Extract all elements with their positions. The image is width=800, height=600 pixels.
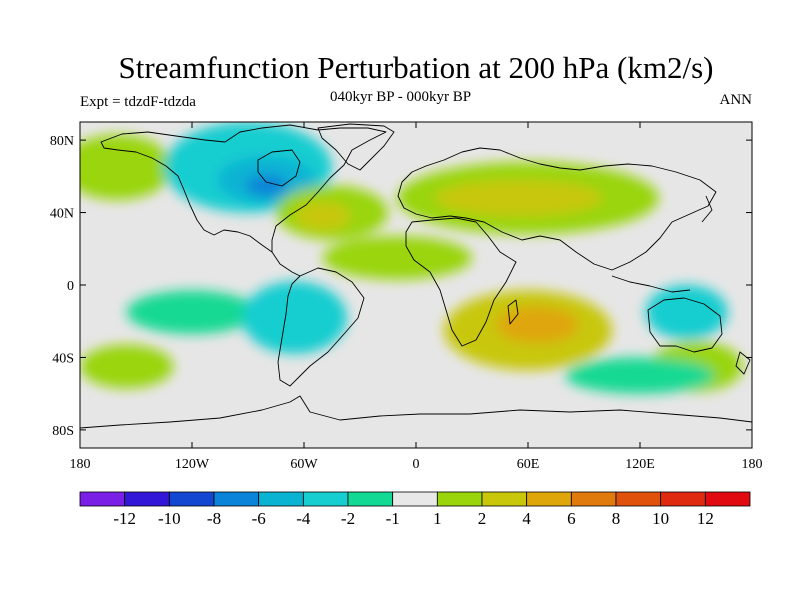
colorbar-label: -6 xyxy=(252,509,266,528)
x-tick-label: 120E xyxy=(625,457,655,472)
colorbar-label: -12 xyxy=(113,509,136,528)
y-tick-label: 40S xyxy=(52,351,74,366)
contour-north-america-center xyxy=(246,174,288,197)
y-tick-label: 40N xyxy=(50,207,74,222)
contour-s-ocean-low xyxy=(565,357,715,394)
colorbar-swatch xyxy=(79,491,126,507)
coastline-antarctica xyxy=(80,395,752,429)
x-tick-label: 180 xyxy=(742,457,763,472)
colorbar-swatch xyxy=(213,491,260,507)
colorbar-label: -8 xyxy=(207,509,221,528)
x-tick-label: 120W xyxy=(175,457,210,472)
contour-n-pacific-green xyxy=(80,134,174,200)
colorbar-swatch xyxy=(526,491,572,507)
colorbar-swatch xyxy=(168,491,215,507)
x-tick-label: 0 xyxy=(413,457,420,472)
colorbar-swatch xyxy=(570,491,617,507)
contour-s-ocean-high-east xyxy=(80,344,174,389)
y-tick-label: 80N xyxy=(50,134,74,149)
contour-n-atlantic-high-core xyxy=(294,201,351,231)
season-label: ANN xyxy=(719,92,753,108)
x-tick-label: 60E xyxy=(517,457,540,472)
colorbar-swatch xyxy=(392,491,438,507)
coastline-north-america xyxy=(100,124,387,253)
map-area xyxy=(80,122,752,448)
colorbar-swatch xyxy=(436,491,483,507)
colorbar-swatch xyxy=(347,491,394,507)
coastline-central-america xyxy=(271,251,301,277)
x-tick-label: 180 xyxy=(70,457,91,472)
streamfunction-field xyxy=(80,122,743,394)
plot-title: Streamfunction Perturbation at 200 hPa (… xyxy=(118,50,714,85)
colorbar-label: -10 xyxy=(158,509,181,528)
coastline-australia xyxy=(647,297,723,353)
colorbar-label: 8 xyxy=(612,509,621,528)
coastline-africa xyxy=(405,217,517,347)
colorbar-swatch xyxy=(124,491,170,507)
experiment-label: Expt = tdzdF-tdzda xyxy=(80,94,196,110)
x-tick-label: 60W xyxy=(290,457,318,472)
coastlines xyxy=(80,123,752,429)
contour-w-pacific-low xyxy=(645,285,728,340)
colorbar-label: 12 xyxy=(697,509,714,528)
y-tick-label: 80S xyxy=(52,424,74,439)
colorbar-label: 4 xyxy=(522,509,531,528)
contour-tropical-atlantic-high xyxy=(322,236,472,280)
coastline-madagascar xyxy=(507,299,519,325)
colorbar-swatch xyxy=(704,491,751,507)
colorbar-label: -2 xyxy=(341,509,355,528)
colorbar-swatch xyxy=(615,491,662,507)
axis-ticks: 80N 40N 0 40S 80S 180 120W 60W 0 60E 120E 180 xyxy=(50,122,763,472)
coastline-japan xyxy=(701,195,713,223)
colorbar-label: 6 xyxy=(567,509,576,528)
contour-s-america-low xyxy=(242,281,347,354)
colorbar-label: 10 xyxy=(652,509,669,528)
contour-eurasia-high-core xyxy=(434,179,603,217)
coastline-hudson-bay xyxy=(257,149,301,187)
coastline-south-america xyxy=(277,267,365,387)
colorbar-swatch xyxy=(481,491,528,507)
coastline-europe xyxy=(397,147,717,271)
colorbar-label: 1 xyxy=(433,509,442,528)
colorbar-swatch xyxy=(660,491,706,507)
colorbar: -12 -10 -8 -6 -4 -2 -1 1 2 4 6 8 10 12 xyxy=(79,491,751,528)
coastline-greenland xyxy=(317,123,395,171)
colorbar-label: 2 xyxy=(478,509,487,528)
coastline-indonesia xyxy=(611,275,691,293)
plot-subtitle: 040kyr BP - 000kyr BP xyxy=(330,89,472,105)
colorbar-label: -4 xyxy=(296,509,311,528)
colorbar-swatch xyxy=(258,491,304,507)
contour-s-pacific-low xyxy=(126,290,258,334)
y-tick-label: 0 xyxy=(67,279,74,294)
colorbar-swatch xyxy=(302,491,349,507)
colorbar-label: -1 xyxy=(386,509,400,528)
